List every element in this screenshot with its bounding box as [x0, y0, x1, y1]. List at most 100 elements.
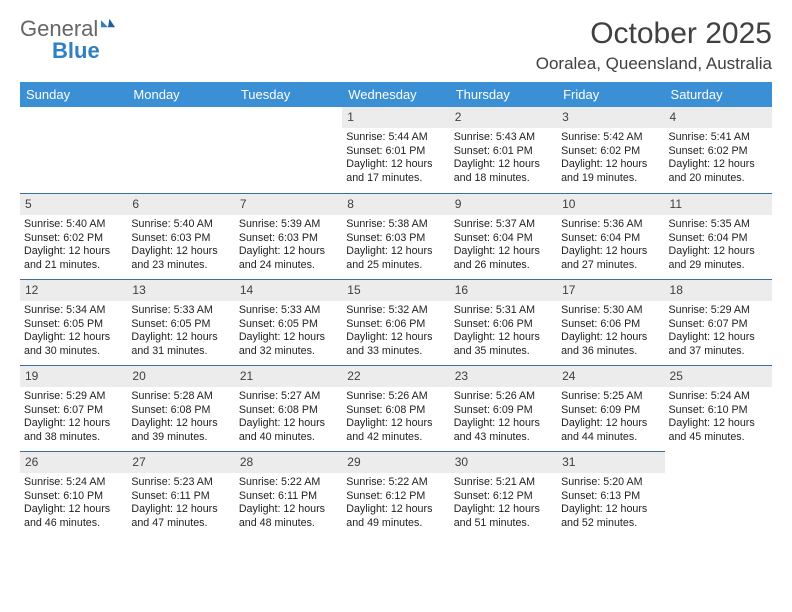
calendar-cell: 5Sunrise: 5:40 AMSunset: 6:02 PMDaylight… [20, 193, 127, 279]
day-number [235, 107, 342, 128]
day-number: 31 [557, 451, 664, 473]
sunset-text: Sunset: 6:08 PM [131, 404, 230, 418]
day-number: 15 [342, 279, 449, 301]
calendar-cell: 2Sunrise: 5:43 AMSunset: 6:01 PMDaylight… [450, 107, 557, 193]
brand-logo-text: General [20, 18, 115, 40]
day-number: 29 [342, 451, 449, 473]
sunset-text: Sunset: 6:03 PM [346, 232, 445, 246]
calendar-cell: 23Sunrise: 5:26 AMSunset: 6:09 PMDayligh… [450, 365, 557, 451]
sunrise-text: Sunrise: 5:22 AM [239, 476, 338, 490]
day-number: 19 [20, 365, 127, 387]
sunrise-text: Sunrise: 5:29 AM [24, 390, 123, 404]
calendar-cell-empty [235, 107, 342, 193]
sunset-text: Sunset: 6:05 PM [131, 318, 230, 332]
calendar-cell-empty [127, 107, 234, 193]
sunrise-text: Sunrise: 5:33 AM [239, 304, 338, 318]
brand-logo-icon [101, 16, 115, 30]
daylight-text: Daylight: 12 hours and 29 minutes. [669, 245, 768, 272]
calendar-row: 19Sunrise: 5:29 AMSunset: 6:07 PMDayligh… [20, 365, 772, 451]
daylight-text: Daylight: 12 hours and 48 minutes. [239, 503, 338, 530]
weekday-header: Monday [127, 82, 234, 107]
sunrise-text: Sunrise: 5:38 AM [346, 218, 445, 232]
day-number: 8 [342, 193, 449, 215]
day-number: 4 [665, 107, 772, 128]
calendar-cell: 11Sunrise: 5:35 AMSunset: 6:04 PMDayligh… [665, 193, 772, 279]
sunrise-text: Sunrise: 5:25 AM [561, 390, 660, 404]
sunrise-text: Sunrise: 5:42 AM [561, 131, 660, 145]
sunset-text: Sunset: 6:06 PM [561, 318, 660, 332]
weekday-header: Thursday [450, 82, 557, 107]
day-number: 26 [20, 451, 127, 473]
daylight-text: Daylight: 12 hours and 43 minutes. [454, 417, 553, 444]
calendar-cell: 15Sunrise: 5:32 AMSunset: 6:06 PMDayligh… [342, 279, 449, 365]
sunrise-text: Sunrise: 5:22 AM [346, 476, 445, 490]
sunset-text: Sunset: 6:11 PM [239, 490, 338, 504]
calendar-cell: 18Sunrise: 5:29 AMSunset: 6:07 PMDayligh… [665, 279, 772, 365]
daylight-text: Daylight: 12 hours and 26 minutes. [454, 245, 553, 272]
daylight-text: Daylight: 12 hours and 35 minutes. [454, 331, 553, 358]
sunrise-text: Sunrise: 5:44 AM [346, 131, 445, 145]
weekday-header: Friday [557, 82, 664, 107]
day-number: 1 [342, 107, 449, 128]
sunset-text: Sunset: 6:07 PM [669, 318, 768, 332]
daylight-text: Daylight: 12 hours and 39 minutes. [131, 417, 230, 444]
day-number [127, 107, 234, 128]
calendar-cell: 6Sunrise: 5:40 AMSunset: 6:03 PMDaylight… [127, 193, 234, 279]
calendar-cell: 25Sunrise: 5:24 AMSunset: 6:10 PMDayligh… [665, 365, 772, 451]
calendar-cell: 29Sunrise: 5:22 AMSunset: 6:12 PMDayligh… [342, 451, 449, 537]
calendar-cell: 27Sunrise: 5:23 AMSunset: 6:11 PMDayligh… [127, 451, 234, 537]
sunrise-text: Sunrise: 5:32 AM [346, 304, 445, 318]
sunrise-text: Sunrise: 5:30 AM [561, 304, 660, 318]
sunset-text: Sunset: 6:02 PM [561, 145, 660, 159]
sunset-text: Sunset: 6:13 PM [561, 490, 660, 504]
daylight-text: Daylight: 12 hours and 31 minutes. [131, 331, 230, 358]
sunset-text: Sunset: 6:01 PM [346, 145, 445, 159]
calendar-cell: 8Sunrise: 5:38 AMSunset: 6:03 PMDaylight… [342, 193, 449, 279]
day-number: 27 [127, 451, 234, 473]
sunrise-text: Sunrise: 5:20 AM [561, 476, 660, 490]
daylight-text: Daylight: 12 hours and 42 minutes. [346, 417, 445, 444]
daylight-text: Daylight: 12 hours and 51 minutes. [454, 503, 553, 530]
daylight-text: Daylight: 12 hours and 44 minutes. [561, 417, 660, 444]
calendar-cell: 24Sunrise: 5:25 AMSunset: 6:09 PMDayligh… [557, 365, 664, 451]
calendar-cell: 30Sunrise: 5:21 AMSunset: 6:12 PMDayligh… [450, 451, 557, 537]
sunset-text: Sunset: 6:09 PM [561, 404, 660, 418]
calendar-cell: 19 Sunrise: 5:29 AMSunset: 6:07 PMDayligh… [20, 365, 127, 451]
daylight-text: Daylight: 12 hours and 38 minutes. [24, 417, 123, 444]
day-number: 16 [450, 279, 557, 301]
daylight-text: Daylight: 12 hours and 21 minutes. [24, 245, 123, 272]
calendar-cell-empty [665, 451, 772, 537]
location-text: Ooralea, Queensland, Australia [536, 54, 772, 74]
calendar-cell: 22Sunrise: 5:26 AMSunset: 6:08 PMDayligh… [342, 365, 449, 451]
calendar-cell: 13Sunrise: 5:33 AMSunset: 6:05 PMDayligh… [127, 279, 234, 365]
sunset-text: Sunset: 6:10 PM [24, 490, 123, 504]
day-number: 20 [127, 365, 234, 387]
sunrise-text: Sunrise: 5:43 AM [454, 131, 553, 145]
daylight-text: Daylight: 12 hours and 40 minutes. [239, 417, 338, 444]
weekday-header: Tuesday [235, 82, 342, 107]
sunrise-text: Sunrise: 5:37 AM [454, 218, 553, 232]
day-number: 10 [557, 193, 664, 215]
calendar-row: 1Sunrise: 5:44 AMSunset: 6:01 PMDaylight… [20, 107, 772, 193]
calendar-cell: 16Sunrise: 5:31 AMSunset: 6:06 PMDayligh… [450, 279, 557, 365]
sunrise-text: Sunrise: 5:40 AM [24, 218, 123, 232]
sunrise-text: Sunrise: 5:21 AM [454, 476, 553, 490]
sunrise-text: Sunrise: 5:34 AM [24, 304, 123, 318]
sunrise-text: Sunrise: 5:29 AM [669, 304, 768, 318]
sunset-text: Sunset: 6:04 PM [669, 232, 768, 246]
calendar-row: 5Sunrise: 5:40 AMSunset: 6:02 PMDaylight… [20, 193, 772, 279]
calendar-cell: 28Sunrise: 5:22 AMSunset: 6:11 PMDayligh… [235, 451, 342, 537]
sunset-text: Sunset: 6:05 PM [239, 318, 338, 332]
header: General Blue October 2025 Ooralea, Queen… [20, 18, 772, 74]
page-title: October 2025 [536, 18, 772, 50]
sunset-text: Sunset: 6:12 PM [454, 490, 553, 504]
sunrise-text: Sunrise: 5:33 AM [131, 304, 230, 318]
sunset-text: Sunset: 6:07 PM [24, 404, 123, 418]
sunrise-text: Sunrise: 5:24 AM [669, 390, 768, 404]
sunrise-text: Sunrise: 5:40 AM [131, 218, 230, 232]
daylight-text: Daylight: 12 hours and 45 minutes. [669, 417, 768, 444]
day-number: 23 [450, 365, 557, 387]
weekday-header-row: SundayMondayTuesdayWednesdayThursdayFrid… [20, 82, 772, 107]
sunset-text: Sunset: 6:05 PM [24, 318, 123, 332]
daylight-text: Daylight: 12 hours and 47 minutes. [131, 503, 230, 530]
